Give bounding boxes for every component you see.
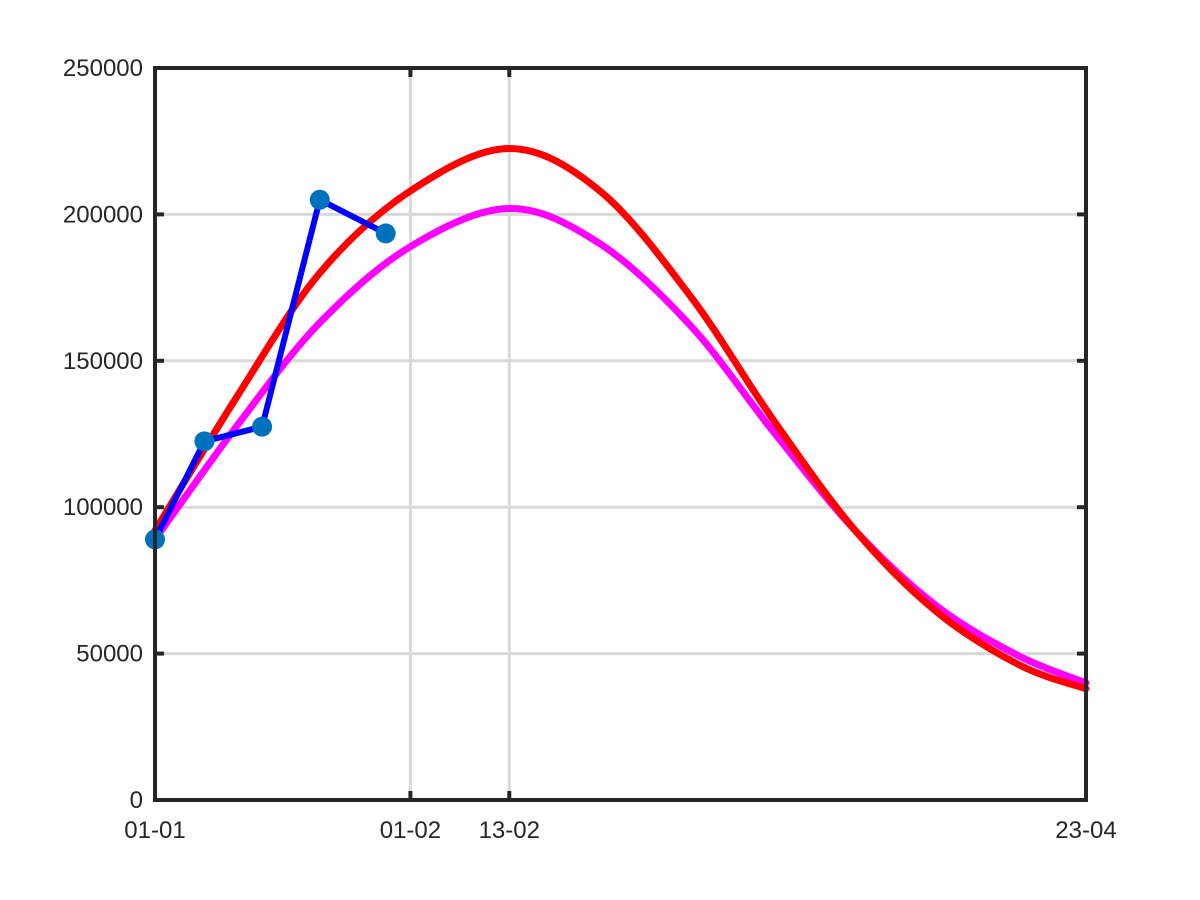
x-tick-label: 01-02 (380, 817, 441, 844)
axis-ticks (153, 66, 1088, 802)
data-point (375, 223, 396, 244)
y-tick-label: 250000 (63, 55, 143, 82)
y-tick-label: 100000 (63, 494, 143, 521)
y-tick-label: 0 (130, 787, 143, 814)
data-point (252, 416, 273, 437)
x-tick-label: 23-04 (1055, 817, 1116, 844)
y-tick-label: 150000 (63, 348, 143, 375)
series-line-1 (151, 205, 1090, 687)
x-tick-label: 01-01 (124, 817, 185, 844)
x-tick-label: 13-02 (479, 817, 540, 844)
y-tick-label: 200000 (63, 201, 143, 228)
axis-tick-labels: 0 50000 100000 150000 200000 250000 01-01 01-02… (63, 55, 1117, 844)
axes-frame (153, 66, 1088, 802)
plot-area (145, 145, 1090, 693)
data-point (194, 431, 215, 452)
series-line-2 (151, 145, 1090, 693)
data-point (309, 189, 330, 210)
y-tick-label: 50000 (76, 641, 143, 668)
grid (153, 66, 1088, 802)
